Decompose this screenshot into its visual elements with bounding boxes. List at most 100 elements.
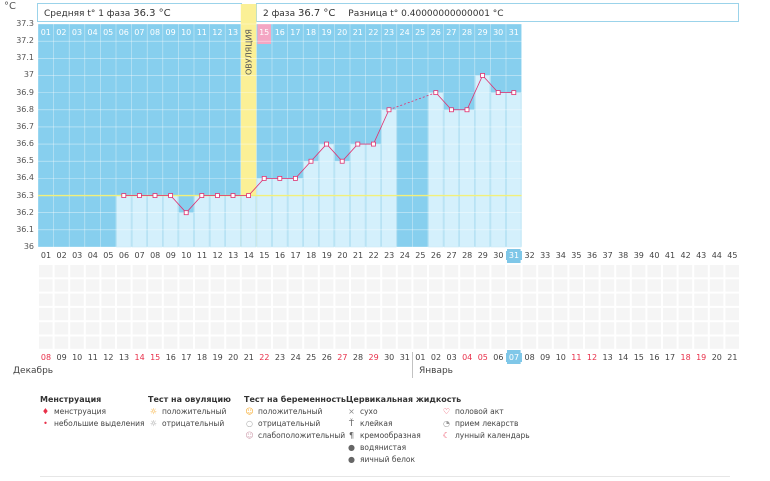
calendar-date[interactable]: 09 [540, 353, 551, 362]
cycle-day-number[interactable]: 40 [649, 251, 660, 260]
cycle-day-number[interactable]: 14 [243, 251, 254, 260]
cycle-day-number[interactable]: 08 [150, 251, 161, 260]
cycle-day-number[interactable]: 05 [103, 251, 114, 260]
calendar-date[interactable]: 01 [415, 353, 426, 362]
calendar-date[interactable]: 12 [586, 353, 598, 362]
annotation-cell [241, 265, 256, 278]
cycle-day-number[interactable]: 10 [181, 251, 192, 260]
calendar-date[interactable]: 29 [368, 353, 379, 362]
calendar-date[interactable]: 27 [337, 353, 348, 362]
cycle-day-number[interactable]: 02 [56, 251, 67, 260]
cycle-day-number[interactable]: 25 [415, 251, 426, 260]
calendar-date[interactable]: 31 [399, 353, 410, 362]
cycle-day-number[interactable]: 12 [212, 251, 223, 260]
calendar-date[interactable]: 19 [696, 353, 707, 362]
cycle-day-number[interactable]: 30 [493, 251, 504, 260]
calendar-date[interactable]: 08 [524, 353, 535, 362]
annotation-cell [70, 307, 84, 321]
calendar-date[interactable]: 21 [243, 353, 254, 362]
temperature-bar [428, 92, 444, 248]
calendar-date[interactable]: 14 [134, 353, 145, 362]
cycle-day-number[interactable]: 01 [40, 251, 52, 260]
cycle-day-number[interactable]: 31 [506, 251, 522, 260]
calendar-date[interactable]: 09 [56, 353, 67, 362]
calendar-date[interactable]: 02 [430, 353, 442, 362]
cycle-day-number[interactable]: 38 [618, 251, 629, 260]
calendar-date[interactable]: 18 [680, 353, 691, 362]
calendar-date[interactable]: 15 [150, 353, 161, 362]
calendar-date[interactable]: 18 [196, 353, 208, 362]
calendar-date[interactable]: 11 [571, 353, 582, 362]
cycle-day-number[interactable]: 28 [462, 251, 473, 260]
cycle-day-number[interactable]: 17 [290, 251, 301, 260]
calendar-date[interactable]: 05 [477, 353, 488, 362]
cycle-day-number[interactable]: 07 [134, 251, 145, 260]
sticky-icon: Ť [349, 419, 354, 428]
cycle-day-number[interactable]: 15 [259, 251, 270, 260]
calendar-date[interactable]: 13 [118, 353, 130, 362]
cycle-day-number[interactable]: 11 [196, 251, 208, 260]
annotation-cell [85, 336, 100, 349]
calendar-date[interactable]: 06 [493, 353, 504, 362]
legend-medication: ◔ прием лекарств [443, 419, 519, 428]
cycle-day-number[interactable]: 04 [87, 251, 98, 260]
calendar-date[interactable]: 21 [727, 353, 738, 362]
cycle-day-number[interactable]: 45 [727, 251, 738, 260]
calendar-date[interactable]: 07 [506, 353, 522, 362]
cycle-day-number[interactable]: 37 [602, 251, 613, 260]
cycle-day-number[interactable]: 43 [696, 251, 707, 260]
calendar-date[interactable]: 24 [290, 353, 301, 362]
calendar-date[interactable]: 15 [633, 353, 644, 362]
calendar-date[interactable]: 28 [352, 353, 364, 362]
cycle-day-number[interactable]: 41 [664, 251, 676, 260]
calendar-date[interactable]: 11 [87, 353, 98, 362]
cycle-day-number[interactable]: 13 [228, 251, 239, 260]
cycle-day-number[interactable]: 33 [540, 251, 551, 260]
cycle-day-number[interactable]: 22 [368, 251, 379, 260]
calendar-date[interactable]: 17 [664, 353, 676, 362]
cycle-day-number[interactable]: 35 [571, 251, 582, 260]
cycle-day-number[interactable]: 19 [321, 251, 332, 260]
calendar-date[interactable]: 14 [618, 353, 629, 362]
calendar-date[interactable]: 26 [321, 353, 332, 362]
calendar-date[interactable]: 20 [711, 353, 722, 362]
calendar-date[interactable]: 23 [274, 353, 286, 362]
calendar-date[interactable]: 04 [462, 353, 473, 362]
calendar-date[interactable]: 25 [306, 353, 317, 362]
cycle-day-number[interactable]: 26 [430, 251, 442, 260]
cycle-day-number[interactable]: 18 [306, 251, 317, 260]
calendar-date[interactable]: 10 [555, 353, 566, 362]
cycle-day-number[interactable]: 24 [399, 251, 410, 260]
calendar-date[interactable]: 13 [602, 353, 613, 362]
cycle-day-number[interactable]: 34 [555, 251, 566, 260]
cycle-day-number[interactable]: 36 [586, 251, 598, 260]
calendar-date[interactable]: 03 [446, 353, 457, 362]
cycle-day-number[interactable]: 39 [633, 251, 644, 260]
calendar-date[interactable]: 10 [72, 353, 83, 362]
cycle-day-number[interactable]: 32 [524, 251, 535, 260]
cycle-day-number[interactable]: 27 [446, 251, 457, 260]
cycle-day-number[interactable]: 29 [477, 251, 488, 260]
calendar-date[interactable]: 16 [649, 353, 660, 362]
calendar-date[interactable]: 20 [228, 353, 239, 362]
legend-spotting-item: • небольшие выделения [40, 419, 144, 428]
annotation-cell [179, 279, 193, 292]
annotation-cell [507, 265, 521, 278]
calendar-date[interactable]: 22 [259, 353, 270, 362]
cycle-day-number[interactable]: 09 [165, 251, 176, 260]
cycle-day-number[interactable]: 20 [337, 251, 348, 260]
cycle-day-number[interactable]: 21 [352, 251, 364, 260]
cycle-day-number[interactable]: 06 [118, 251, 130, 260]
cycle-day-number[interactable]: 23 [384, 251, 395, 260]
calendar-date[interactable]: 12 [103, 353, 114, 362]
calendar-date[interactable]: 30 [384, 353, 395, 362]
cycle-day-number[interactable]: 44 [711, 251, 722, 260]
y-tick-label: 36.6 [16, 139, 34, 149]
calendar-date[interactable]: 16 [165, 353, 176, 362]
calendar-date[interactable]: 19 [212, 353, 223, 362]
calendar-date[interactable]: 17 [181, 353, 192, 362]
calendar-date[interactable]: 08 [40, 353, 52, 362]
cycle-day-number[interactable]: 42 [680, 251, 691, 260]
cycle-day-number[interactable]: 16 [274, 251, 286, 260]
cycle-day-number[interactable]: 03 [72, 251, 83, 260]
